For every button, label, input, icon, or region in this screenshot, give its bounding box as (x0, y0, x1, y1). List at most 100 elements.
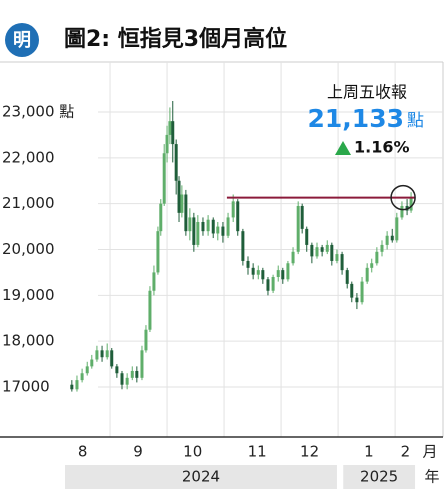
candle-body (281, 270, 285, 280)
candle-body (400, 205, 404, 218)
year-band (343, 465, 416, 489)
candle-body (201, 222, 205, 232)
highlight-circle (390, 184, 416, 211)
candle-body (148, 290, 152, 330)
candle-body (276, 270, 280, 277)
year-label: 2025 (360, 468, 398, 486)
x-tick-label: 8 (78, 443, 88, 461)
candle-body (95, 350, 99, 360)
candle-body (184, 194, 188, 232)
candle-body (206, 219, 210, 232)
candle-body (211, 219, 215, 234)
x-tick-label: 1 (364, 443, 374, 461)
candle-body (188, 217, 192, 232)
candle-body (135, 370, 139, 378)
candle-body (110, 350, 114, 367)
year-unit: 年 (424, 468, 439, 486)
y-tick-label: 18,000 (2, 332, 55, 350)
candle-body (335, 254, 339, 261)
marks (70, 101, 416, 392)
candle-body (315, 247, 319, 257)
up-arrow (335, 141, 351, 155)
candle-body (246, 260, 250, 268)
close-unit: 點 (407, 111, 424, 131)
candle-body (156, 231, 160, 273)
candle-body (152, 272, 156, 291)
candle-body (305, 228, 309, 245)
x-tick-label: 12 (300, 443, 319, 461)
candle-body (221, 226, 225, 236)
candle-body (365, 267, 369, 282)
candle-body (125, 377, 129, 385)
candle-body (256, 270, 260, 275)
candle-body (162, 153, 166, 204)
candle-body (105, 350, 109, 358)
candle-body (251, 267, 255, 275)
candle-body (296, 205, 300, 252)
y-tick-label: 17000 (2, 377, 50, 395)
y-tick-label: 22,000 (2, 148, 55, 166)
change-label: 1.16% (354, 138, 410, 157)
candle-body (231, 201, 235, 218)
candle-body (115, 366, 119, 374)
y-tick-label: 21,000 (2, 194, 55, 212)
candle-body (300, 205, 304, 229)
candle-body (330, 244, 334, 261)
candle-body (286, 263, 290, 280)
candle-body (291, 251, 295, 264)
candle-body (140, 350, 144, 378)
y-tick-label: 20,000 (2, 240, 55, 258)
candle-body (177, 180, 181, 213)
candle-body (271, 276, 275, 291)
candle-body (340, 254, 344, 271)
candle-body (370, 263, 374, 268)
candle-body (144, 329, 148, 351)
year-band (64, 465, 337, 489)
candle-body (350, 283, 354, 298)
x-tick-label: 10 (183, 443, 202, 461)
candle-body (266, 279, 270, 291)
candle-body (80, 373, 84, 381)
candle-body (192, 217, 196, 245)
close-caption: 上周五收報 (327, 83, 407, 102)
x-tick-label: 11 (248, 443, 267, 461)
candle-body (100, 350, 104, 358)
candle-body (375, 251, 379, 264)
logo: 明 (13, 30, 31, 51)
x-tick-label: 9 (133, 443, 143, 461)
candle-body (168, 121, 172, 135)
candle-body (325, 244, 329, 252)
grid: 17000 18,000 19,000 20,000 21,000 22,000 23,00… (2, 62, 443, 489)
candle-body (120, 373, 124, 385)
candle-body (395, 217, 399, 241)
candle-body (165, 134, 169, 154)
candle-body (261, 270, 265, 280)
candle-body (380, 244, 384, 252)
candle-body (355, 297, 359, 303)
candle-body (345, 270, 349, 284)
candle-body (409, 197, 413, 211)
candle-body (390, 235, 394, 241)
candle-body (310, 244, 314, 257)
candle-body (70, 384, 74, 390)
candle-body (236, 201, 240, 232)
candle-body (85, 366, 89, 374)
x-tick-label: 2 (401, 443, 411, 461)
logo-badge (5, 23, 39, 57)
year-label: 2024 (182, 468, 220, 486)
candle-body (226, 217, 230, 236)
x-unit: 月 (422, 443, 437, 461)
candle-body (90, 359, 94, 367)
candle-body (241, 231, 245, 261)
candle-body (360, 281, 364, 303)
close-value: 21,133 (308, 104, 404, 133)
candle-body (216, 226, 220, 234)
y-tick-label: 19,000 (2, 286, 55, 304)
candle-body (180, 194, 184, 213)
chart-title: 圖2: 恒指見3個月高位 (64, 26, 287, 52)
candle-body (75, 380, 79, 390)
candle-body (159, 203, 163, 232)
candle-body (385, 235, 389, 245)
